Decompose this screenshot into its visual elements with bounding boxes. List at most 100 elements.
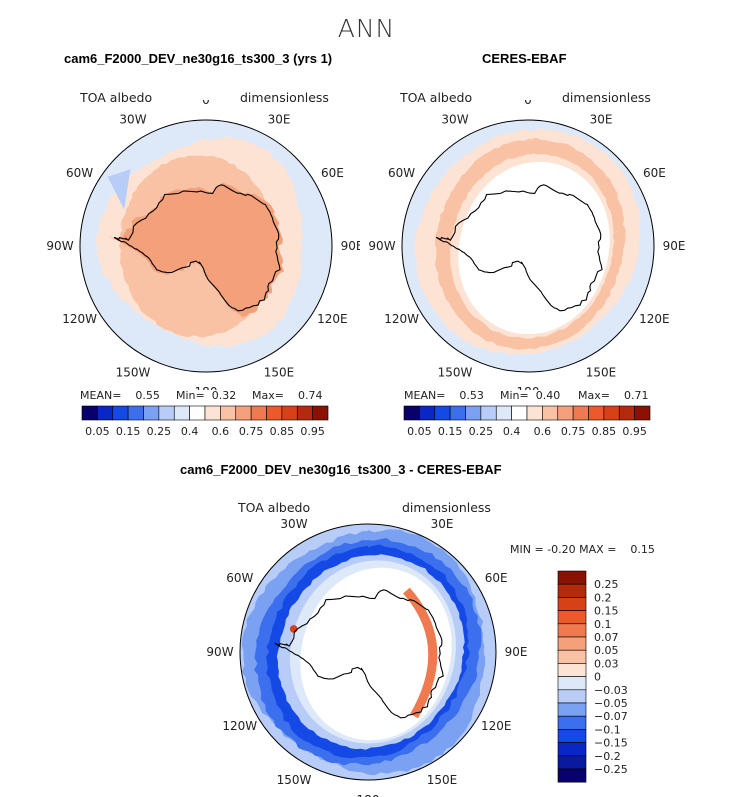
colorbar-swatch: [173, 405, 190, 421]
min-value: 0.32: [211, 389, 237, 402]
lon-label: 90E: [663, 239, 686, 253]
lon-label: 90W: [368, 239, 395, 253]
colorbar-swatch: [189, 405, 206, 421]
max-label: Max=: [252, 389, 284, 402]
colorbar-swatch: [557, 583, 587, 598]
colorbar-swatch: [603, 405, 620, 421]
map-group-model: 0 30E 60E 90E 120E 150E 180 150W 120W 90W 60W 30W: [46, 100, 360, 390]
colorbar-tick-label: 0.15: [594, 605, 619, 618]
colorbar-tick-label: −0.07: [594, 710, 628, 723]
panel-title-obs: CERES-EBAF: [482, 51, 567, 66]
colorbar-tick-label: 0.95: [300, 425, 325, 438]
contour-band: [300, 567, 452, 741]
colorbar-swatch: [557, 610, 587, 625]
antarctica-coastline: [274, 589, 444, 719]
colorbar-swatch: [557, 702, 587, 717]
colorbar-tick-label: −0.25: [594, 763, 628, 776]
max-stat-obs: Max= 0.71: [578, 389, 648, 402]
colorbar-swatch: [557, 663, 587, 677]
lon-label: 90W: [206, 645, 233, 659]
lon-label: 150W: [116, 365, 151, 379]
colorbar-swatch: [312, 405, 329, 421]
colorbar-tick-label: 0.85: [592, 425, 617, 438]
colorbar-tick-label: −0.05: [594, 697, 628, 710]
colorbar-group-model: 0.05 0.15 0.25 0.4 0.6 0.75 0.85 0.95: [81, 405, 329, 438]
colorbar-swatch: [112, 405, 129, 421]
colorbar-swatch: [204, 405, 221, 421]
colorbar-swatch: [434, 405, 451, 421]
map-border: [79, 119, 333, 373]
colorbar-group-obs: 0.05 0.15 0.25 0.4 0.6 0.75 0.85 0.95: [403, 405, 651, 438]
colorbar-swatch: [557, 768, 587, 783]
lon-label: 150E: [264, 365, 295, 379]
colorbar-obs: 0.05 0.15 0.25 0.4 0.6 0.75 0.85 0.95: [403, 405, 651, 438]
contour-band: [458, 161, 610, 335]
colorbar-swatch: [557, 405, 574, 421]
lon-label: 0: [202, 100, 210, 107]
colorbar-swatch: [250, 405, 267, 421]
colorbar-swatch: [266, 405, 283, 421]
map-field: [402, 120, 654, 372]
colorbar-swatch: [526, 405, 543, 421]
lon-label: 30W: [280, 517, 307, 531]
colorbar-tick-label: 0.03: [594, 657, 619, 670]
min-value: -0.20: [547, 543, 576, 556]
antarctica-coastline: [113, 184, 281, 312]
max-value: 0.71: [623, 389, 649, 402]
min-label: MIN =: [510, 543, 544, 556]
mean-stat-model: MEAN= 0.55: [80, 389, 160, 402]
lon-label: 120E: [639, 312, 670, 326]
colorbar-tick-label: 0: [594, 671, 601, 684]
map-field: [240, 524, 496, 780]
colorbar-swatch: [557, 742, 587, 757]
map-group-diff: 0 30E 60E 90E 120E 150E 180 150W 120W 90W 60W 30W: [206, 508, 527, 797]
colorbar-swatch: [158, 405, 175, 421]
mean-label: MEAN=: [80, 389, 122, 402]
colorbar-swatch: [465, 405, 482, 421]
variable-label-model: TOA albedo: [80, 90, 153, 105]
colorbar-tick-label: 0.6: [534, 425, 552, 438]
min-stat-model: Min= 0.32: [176, 389, 236, 402]
min-label: Min=: [176, 389, 205, 402]
range-stat-diff: MIN = -0.20 MAX = 0.15: [510, 543, 655, 556]
lon-label: 60E: [485, 571, 508, 585]
colorbar-tick-label: −0.2: [594, 750, 621, 763]
positive-bias-spot: [289, 625, 298, 633]
units-label-model: dimensionless: [240, 90, 329, 105]
colorbar-tick-label: −0.03: [594, 684, 628, 697]
min-value: 0.40: [535, 389, 561, 402]
colorbar-swatch: [557, 689, 587, 704]
colorbar-tick-label: 0.05: [85, 425, 110, 438]
lon-label: 120E: [481, 719, 512, 733]
colorbar-tick-label: 0.4: [503, 425, 521, 438]
colorbar-tick-label: 0.2: [594, 591, 612, 604]
colorbar-tick-label: −0.15: [594, 737, 628, 750]
mean-value: 0.53: [459, 389, 484, 402]
variable-label-diff: TOA albedo: [238, 500, 311, 515]
colorbar-swatch: [634, 405, 651, 421]
colorbar-swatch: [127, 405, 144, 421]
lon-label: 150W: [438, 365, 473, 379]
colorbar-swatch: [557, 636, 587, 651]
map-field: [80, 120, 332, 372]
colorbar-swatch: [296, 405, 313, 421]
min-label: Min=: [500, 389, 529, 402]
colorbar-swatch: [220, 405, 237, 421]
colorbar-swatch: [480, 405, 497, 421]
lon-label: 90E: [505, 645, 528, 659]
lon-label: 180: [195, 385, 218, 390]
lon-label: 60W: [226, 571, 253, 585]
colorbar-swatch: [557, 755, 587, 770]
colorbar-swatch: [557, 570, 587, 585]
lon-label: 60E: [321, 166, 344, 180]
colorbar-group-diff: 0.250.20.150.10.070.050.030−0.03−0.05−0.…: [557, 570, 628, 783]
contour-band: [108, 182, 284, 318]
colorbar-swatch: [143, 405, 160, 421]
lon-label: 60E: [643, 166, 666, 180]
colorbar-swatch: [572, 405, 589, 421]
colorbar-swatch: [281, 405, 298, 421]
lon-label: 60W: [66, 166, 93, 180]
lon-label: 90E: [341, 239, 360, 253]
max-label: Max=: [578, 389, 610, 402]
map-border: [401, 119, 655, 373]
